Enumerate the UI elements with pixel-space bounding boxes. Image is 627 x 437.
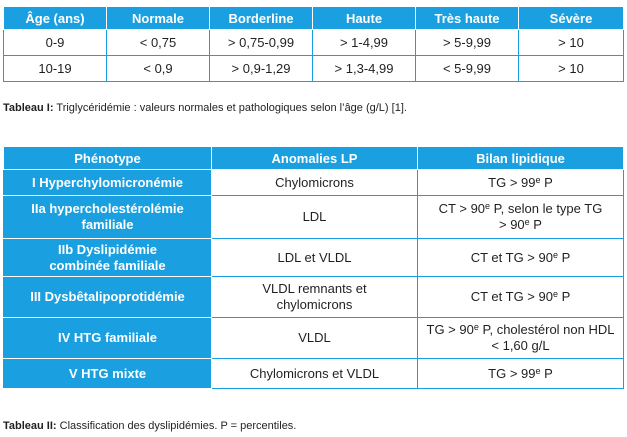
dyslipidemia-table: Phénotype Anomalies LP Bilan lipidique I…: [3, 146, 624, 389]
phenotype-cell: IIa hypercholestérolémie familiale: [3, 195, 212, 239]
bilan-sup: e: [524, 217, 530, 227]
bilan-cell: TG > 90e P, cholestérol non HDL < 1,60 g…: [417, 317, 624, 359]
phenotype-cell: IIb Dyslipidémie combinée familiale: [3, 238, 212, 277]
bilan-text: TG > 99: [488, 174, 536, 190]
table-row: III Dysbêtalipoprotidémie VLDL remnants …: [3, 276, 624, 318]
table-cell: < 0,75: [106, 29, 210, 56]
table-row: IV HTG familiale VLDL TG > 90e P, choles…: [3, 317, 624, 359]
bilan-sup: e: [473, 322, 479, 332]
table-cell: > 1,3-4,99: [312, 55, 416, 82]
col-header-borderline: Borderline: [209, 6, 313, 30]
table-cell: > 5-9,99: [415, 29, 519, 56]
bilan-cell: TG > 99e P: [417, 358, 624, 389]
lp-cell: LDL: [211, 195, 418, 239]
col-header-normale: Normale: [106, 6, 210, 30]
bilan-text: TG > 99: [488, 365, 536, 381]
bilan-sup: e: [552, 249, 558, 260]
bilan-text: CT > 90: [438, 201, 486, 216]
caption-label: Tableau I:: [3, 102, 54, 114]
bilan-text: P: [557, 289, 571, 304]
caption-text: Classification des dyslipidémies. P = pe…: [56, 420, 297, 432]
triglyceride-table: Âge (ans) Normale Borderline Haute Très …: [3, 6, 624, 82]
bilan-cell: CT et TG > 90e P: [417, 276, 624, 318]
table-header-row: Phénotype Anomalies LP Bilan lipidique: [3, 146, 624, 170]
table-cell: > 0,75-0,99: [209, 29, 313, 56]
lp-cell: Chylomicrons: [211, 169, 418, 196]
col-header-phenotype: Phénotype: [3, 146, 212, 170]
lp-cell: Chylomicrons et VLDL: [211, 358, 418, 389]
table-cell: < 0,9: [106, 55, 210, 82]
bilan-sup: e: [552, 289, 558, 299]
table-row: IIa hypercholestérolémie familiale LDL C…: [3, 195, 624, 239]
bilan-text: P, selon le type TG > 90: [490, 201, 603, 232]
table-row: I Hyperchylomicronémie Chylomicrons TG >…: [3, 169, 624, 196]
col-header-anomalies-lp: Anomalies LP: [211, 146, 418, 170]
bilan-sup: e: [535, 365, 541, 376]
bilan-sup: e: [485, 201, 491, 211]
bilan-cell: CT et TG > 90e P: [417, 238, 624, 277]
table-cell: < 5-9,99: [415, 55, 519, 82]
lp-cell: VLDL remnants et chylomicrons: [211, 276, 418, 318]
col-header-severe: Sévère: [518, 6, 624, 30]
table-header-row: Âge (ans) Normale Borderline Haute Très …: [3, 6, 624, 30]
bilan-text: P, cholestérol non HDL < 1,60 g/L: [478, 322, 615, 353]
col-header-age: Âge (ans): [3, 6, 107, 30]
table-row: IIb Dyslipidémie combinée familiale LDL …: [3, 238, 624, 277]
table-cell: > 1-4,99: [312, 29, 416, 56]
table-cell: > 10: [518, 55, 624, 82]
table-cell: > 0,9-1,29: [209, 55, 313, 82]
phenotype-cell: V HTG mixte: [3, 358, 212, 389]
lp-cell: VLDL: [211, 317, 418, 359]
bilan-text: P: [540, 365, 553, 381]
table2-caption: Tableau II: Classification des dyslipidé…: [3, 420, 296, 432]
caption-text: Triglycéridémie : valeurs normales et pa…: [53, 102, 407, 114]
phenotype-cell: III Dysbêtalipoprotidémie: [3, 276, 212, 318]
lp-cell: LDL et VLDL: [211, 238, 418, 277]
bilan-cell: CT > 90e P, selon le type TG > 90e P: [417, 195, 624, 239]
table-cell: 10-19: [3, 55, 107, 82]
table1-caption: Tableau I: Triglycéridémie : valeurs nor…: [3, 102, 407, 114]
table-cell: > 10: [518, 29, 624, 56]
bilan-text: CT et TG > 90: [470, 249, 553, 265]
table-cell: 0-9: [3, 29, 107, 56]
bilan-sup: e: [535, 174, 541, 185]
bilan-cell: TG > 99e P: [417, 169, 624, 196]
col-header-haute: Haute: [312, 6, 416, 30]
col-header-tres-haute: Très haute: [415, 6, 519, 30]
bilan-text: CT et TG > 90: [470, 289, 553, 304]
table-row: 0-9 < 0,75 > 0,75-0,99 > 1-4,99 > 5-9,99…: [3, 29, 624, 56]
col-header-bilan-lipidique: Bilan lipidique: [417, 146, 624, 170]
caption-label: Tableau II:: [3, 420, 57, 432]
bilan-text: TG > 90: [426, 322, 474, 337]
phenotype-cell: IV HTG familiale: [3, 317, 212, 359]
table-row: V HTG mixte Chylomicrons et VLDL TG > 99…: [3, 358, 624, 389]
bilan-text: P: [540, 174, 553, 190]
bilan-text: P: [529, 217, 542, 232]
bilan-text: P: [557, 249, 571, 265]
table-row: 10-19 < 0,9 > 0,9-1,29 > 1,3-4,99 < 5-9,…: [3, 55, 624, 82]
phenotype-cell: I Hyperchylomicronémie: [3, 169, 212, 196]
